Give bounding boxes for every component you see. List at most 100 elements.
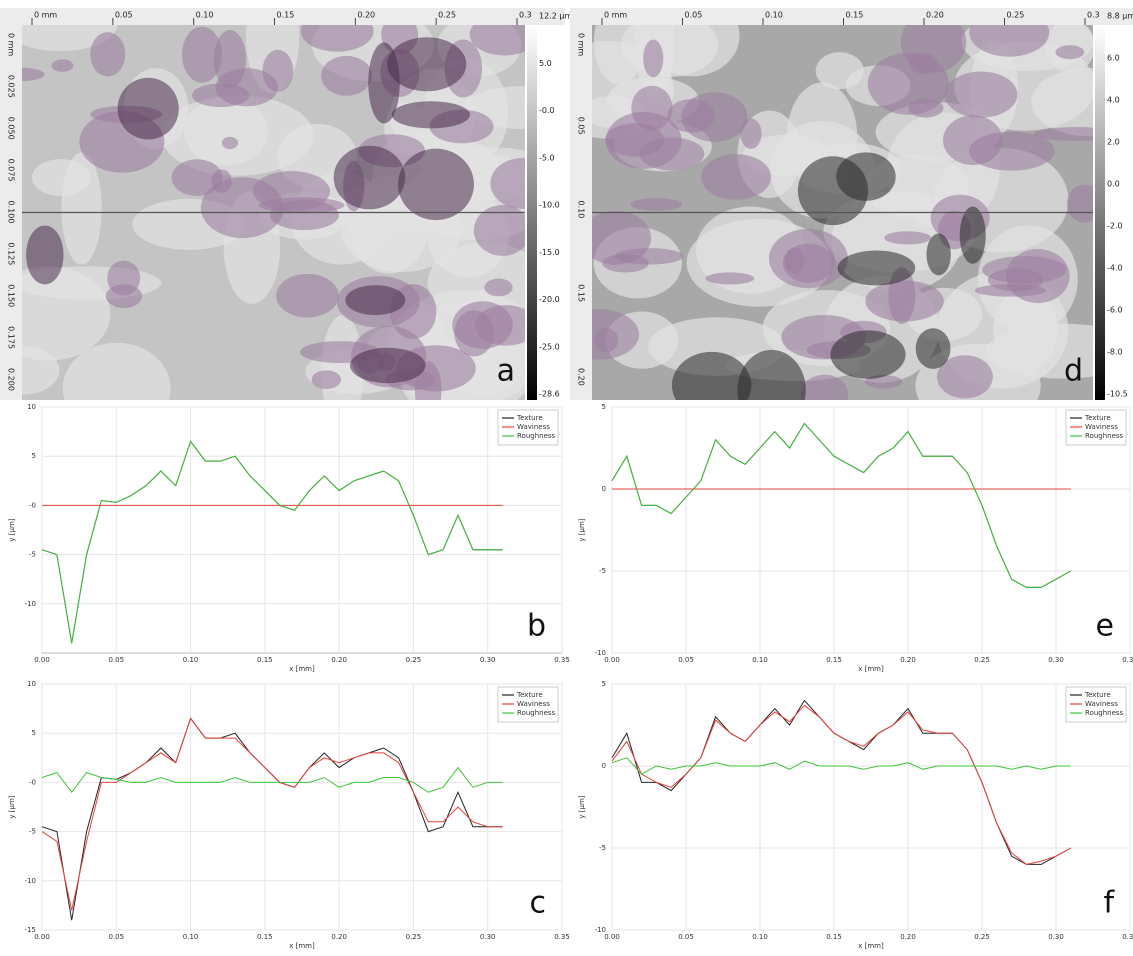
colorbar xyxy=(1095,25,1105,400)
purple-region xyxy=(90,32,126,77)
y-tick-label: 5 xyxy=(602,403,606,411)
purple-region xyxy=(311,370,342,389)
y-tick-label: -10 xyxy=(595,649,606,657)
colorbar-label: -2.0 xyxy=(1107,222,1123,231)
series-line xyxy=(611,757,1071,775)
series-line xyxy=(41,717,503,911)
light-region xyxy=(61,152,102,265)
legend-label: Texture xyxy=(1084,414,1111,422)
panel-letter: e xyxy=(1096,609,1114,644)
top-ruler-label: 0.20 xyxy=(357,11,375,20)
left-ruler-label: 0.05 xyxy=(577,117,586,135)
colorbar-label: -4.0 xyxy=(1107,264,1123,273)
y-axis-label: y [µm] xyxy=(8,795,16,818)
x-tick-label: 0.30 xyxy=(480,656,496,664)
dark-region xyxy=(350,347,426,384)
purple-region xyxy=(321,55,372,96)
top-ruler-label: 0.20 xyxy=(926,11,944,20)
top-ruler-label: 0.15 xyxy=(277,11,295,20)
left-ruler xyxy=(570,25,592,400)
x-axis-label: x [mm] xyxy=(858,665,884,673)
purple-region xyxy=(701,154,772,200)
purple-region xyxy=(969,25,1050,57)
colorbar-label: -6.0 xyxy=(1107,306,1123,315)
purple-region xyxy=(800,374,849,400)
purple-region xyxy=(1005,248,1070,304)
legend-label: Waviness xyxy=(1085,700,1118,708)
legend-label: Roughness xyxy=(517,432,556,440)
x-tick-label: 0.10 xyxy=(752,933,768,941)
dark-region xyxy=(959,206,986,264)
colorbar-label: 2.0 xyxy=(1107,138,1120,147)
colorbar-label: 8.8 µm xyxy=(1107,12,1133,21)
purple-region xyxy=(968,131,1055,171)
left-ruler-label: 0.20 xyxy=(577,368,586,386)
purple-region xyxy=(643,39,664,78)
x-tick-label: 0.10 xyxy=(183,656,199,664)
legend-label: Texture xyxy=(516,691,543,699)
y-tick-label: -0 xyxy=(29,501,36,509)
x-tick-label: 0.30 xyxy=(480,933,496,941)
x-axis-label: x [mm] xyxy=(858,942,884,950)
x-axis-label: x [mm] xyxy=(289,665,315,673)
surface-texture xyxy=(592,25,1093,400)
top-ruler-label: 0 mm xyxy=(34,11,57,20)
purple-region xyxy=(473,205,525,256)
y-tick-label: 5 xyxy=(602,680,606,688)
x-tick-label: 0.25 xyxy=(406,656,422,664)
purple-region xyxy=(171,159,223,196)
purple-region xyxy=(22,67,45,81)
plot-area xyxy=(611,683,1131,931)
y-tick-label: 0 xyxy=(602,485,606,493)
x-tick-label: 0.05 xyxy=(678,933,694,941)
y-tick-label: 5 xyxy=(32,452,36,460)
left-ruler-label: 0.200 xyxy=(7,368,16,391)
y-tick-label: 10 xyxy=(27,403,36,411)
series-line xyxy=(611,422,1072,588)
top-ruler-label: 0.3 xyxy=(519,11,532,20)
x-tick-label: 0.15 xyxy=(826,933,842,941)
left-ruler-label: 0.150 xyxy=(7,284,16,307)
x-tick-label: 0.00 xyxy=(604,933,620,941)
purple-region xyxy=(768,228,848,289)
surface-texture xyxy=(22,25,525,400)
y-tick-label: -5 xyxy=(599,844,606,852)
x-tick-label: 0.05 xyxy=(108,933,124,941)
panel-letter: d xyxy=(1064,354,1083,389)
x-tick-label: 0.00 xyxy=(34,933,50,941)
top-ruler-label: 0.3 xyxy=(1087,11,1100,20)
y-tick-label: 0 xyxy=(602,762,606,770)
x-tick-label: 0.35 xyxy=(554,656,570,664)
y-tick-label: -10 xyxy=(25,600,36,608)
x-tick-label: 0.20 xyxy=(900,656,916,664)
colorbar-label: -0.0 xyxy=(539,106,555,115)
top-ruler xyxy=(570,8,1133,25)
dark-region xyxy=(117,77,179,140)
colorbar-label: -8.0 xyxy=(1107,348,1123,357)
purple-region xyxy=(740,118,762,149)
colorbar-label: -25.0 xyxy=(539,342,560,351)
panel-letter: b xyxy=(527,609,546,644)
legend-label: Texture xyxy=(516,414,543,422)
left-ruler-label: 0.100 xyxy=(7,201,16,224)
left-ruler-label: 0.025 xyxy=(7,75,16,98)
top-ruler-label: 0.25 xyxy=(438,11,456,20)
purple-region xyxy=(681,92,748,142)
left-ruler xyxy=(0,25,22,400)
colorbar-label: -10.5 xyxy=(1107,390,1128,399)
x-tick-label: 0.25 xyxy=(406,933,422,941)
panel-letter: c xyxy=(530,886,547,921)
top-ruler-label: 0 mm xyxy=(604,11,627,20)
dark-region xyxy=(915,328,951,369)
x-tick-label: 0.05 xyxy=(678,656,694,664)
plot-area xyxy=(41,406,563,654)
x-tick-label: 0.35 xyxy=(1122,656,1133,664)
dark-region xyxy=(671,351,752,400)
purple-region xyxy=(944,71,1018,118)
x-tick-label: 0.35 xyxy=(554,933,570,941)
purple-region xyxy=(276,273,339,318)
x-tick-label: 0.35 xyxy=(1122,933,1133,941)
top-ruler-label: 0.10 xyxy=(196,11,214,20)
left-ruler-label: 0 mm xyxy=(577,33,586,56)
left-ruler-label: 0.175 xyxy=(7,326,16,349)
